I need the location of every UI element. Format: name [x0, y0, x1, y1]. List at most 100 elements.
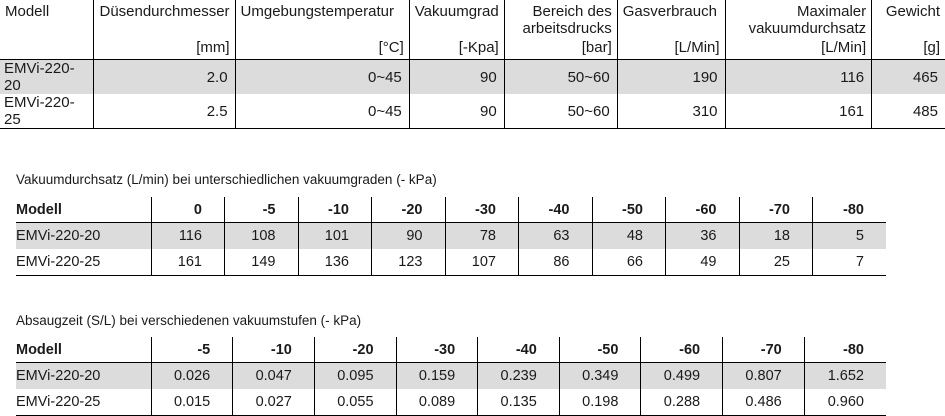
flow-cell: 48 — [591, 222, 666, 249]
spec-cell: 50~60 — [503, 59, 618, 94]
time-header-cell: -10 — [232, 337, 315, 363]
flow-header-cell: -20 — [371, 197, 445, 223]
time-cell: 1.652 — [803, 362, 886, 389]
spec-cell-model: EMVi-220-25 — [0, 94, 94, 129]
flow-cell: 107 — [444, 249, 519, 276]
flow-header-cell: -80 — [812, 197, 886, 223]
time-cell: 0.486 — [722, 389, 805, 416]
flow-cell: 101 — [297, 222, 372, 249]
spec-cell: 2.0 — [93, 59, 236, 94]
time-header-modell: Modell — [16, 337, 152, 363]
spec-cell: 485 — [871, 94, 945, 129]
time-cell: 0.239 — [477, 362, 560, 389]
time-header-cell: -40 — [477, 337, 560, 363]
flow-header-cell: 0 — [150, 197, 225, 223]
spec-table: Modell Düsendurchmesser Umgebungstempera… — [0, 0, 945, 129]
time-cell: 0.198 — [558, 389, 641, 416]
spec-unit-g: [g] — [871, 37, 945, 60]
flow-cell: 5 — [812, 222, 886, 249]
flow-header-cell: -40 — [518, 197, 592, 223]
table-row: EMVi-220-25 2.5 0~45 90 50~60 310 161 48… — [0, 94, 945, 129]
spec-unit-bar: [bar] — [503, 37, 618, 60]
spec-header-vakuumdurchsatz: Maximaler vakuumdurchsatz — [724, 0, 872, 37]
spec-cell: 161 — [724, 94, 872, 129]
time-cell: 0.807 — [722, 362, 805, 389]
time-cell-model: EMVi-220-20 — [16, 362, 152, 389]
table-row: EMVi-220-20 0.026 0.047 0.095 0.159 0.23… — [16, 362, 886, 389]
time-cell: 0.499 — [640, 362, 723, 389]
flow-cell: 116 — [150, 222, 225, 249]
spec-header-gasverbrauch: Gasverbrauch — [616, 0, 726, 37]
time-cell: 0.095 — [313, 362, 397, 389]
flow-header-cell: -60 — [665, 197, 739, 223]
spec-cell: 116 — [724, 59, 872, 94]
flow-header-cell: -50 — [591, 197, 666, 223]
spec-header-arbeitsdruck: Bereich des arbeitsdrucks — [503, 0, 618, 37]
spec-cell: 2.5 — [93, 94, 236, 129]
time-header-cell: -30 — [395, 337, 478, 363]
spec-header-umgebungstemperatur: Umgebungstemperatur — [234, 0, 410, 37]
flow-cell: 49 — [665, 249, 739, 276]
flow-cell: 7 — [812, 249, 886, 276]
spec-header-row: Modell Düsendurchmesser Umgebungstempera… — [0, 0, 945, 37]
flow-header-cell: -5 — [224, 197, 298, 223]
spec-cell-model: EMVi-220-20 — [0, 59, 94, 94]
time-table: Modell -5 -10 -20 -30 -40 -50 -60 -70 -8… — [16, 337, 886, 416]
flow-cell: 149 — [224, 249, 298, 276]
flow-cell: 63 — [518, 222, 592, 249]
time-header-cell: -5 — [150, 337, 233, 363]
flow-header-modell: Modell — [16, 197, 151, 223]
spec-cell: 190 — [616, 59, 726, 94]
time-cell: 0.089 — [395, 389, 478, 416]
spec-cell: 465 — [871, 59, 945, 94]
table-row: EMVi-220-20 2.0 0~45 90 50~60 190 116 46… — [0, 59, 945, 94]
flow-header-cell: -30 — [444, 197, 519, 223]
spec-cell: 90 — [408, 94, 505, 129]
spec-header-modell: Modell — [5, 3, 50, 20]
time-header-cell: -70 — [722, 337, 805, 363]
spec-unit-celsius: [°C] — [234, 37, 410, 60]
time-header-cell: -50 — [558, 337, 641, 363]
time-header-cell: -80 — [803, 337, 886, 363]
spec-cell: 310 — [616, 94, 726, 129]
time-header-cell: -20 — [313, 337, 397, 363]
time-cell: 0.135 — [477, 389, 560, 416]
time-cell: 0.026 — [150, 362, 233, 389]
flow-table-caption: Vakuumdurchsatz (L/min) bei unterschiedl… — [16, 172, 437, 187]
time-cell: 0.055 — [313, 389, 397, 416]
time-cell-model: EMVi-220-25 — [16, 389, 152, 416]
time-header-cell: -60 — [640, 337, 723, 363]
spec-cell: 50~60 — [503, 94, 618, 129]
time-cell: 0.159 — [395, 362, 478, 389]
time-table-caption: Absaugzeit (S/L) bei verschiedenen vakuu… — [16, 313, 362, 328]
spec-unit-kpa: [-Kpa] — [408, 37, 505, 60]
spec-cell: 0~45 — [234, 59, 410, 94]
flow-cell: 25 — [738, 249, 813, 276]
spec-cell: 90 — [408, 59, 505, 94]
time-cell: 0.288 — [640, 389, 723, 416]
table-row: EMVi-220-20 116 108 101 90 78 63 48 36 1… — [16, 222, 886, 249]
table-row: EMVi-220-25 0.015 0.027 0.055 0.089 0.13… — [16, 389, 886, 416]
spec-unit-lmin-max: [L/Min] — [724, 37, 872, 60]
spec-unit-mm: [mm] — [93, 37, 236, 60]
flow-cell: 123 — [371, 249, 445, 276]
time-cell: 0.027 — [232, 389, 315, 416]
spec-unit-modell — [0, 37, 94, 60]
time-cell: 0.349 — [558, 362, 641, 389]
flow-cell: 108 — [224, 222, 298, 249]
flow-table: Modell 0 -5 -10 -20 -30 -40 -50 -60 -70 … — [16, 197, 886, 276]
flow-cell: 86 — [518, 249, 592, 276]
flow-cell: 90 — [371, 222, 445, 249]
flow-cell: 78 — [444, 222, 519, 249]
time-cell: 0.015 — [150, 389, 233, 416]
flow-cell-model: EMVi-220-20 — [16, 222, 151, 249]
spec-header-vakuumgrad: Vakuumgrad — [408, 0, 505, 37]
flow-cell-model: EMVi-220-25 — [16, 249, 151, 276]
spec-header-duesendurchmesser: Düsendurchmesser — [93, 0, 236, 37]
flow-cell: 136 — [297, 249, 372, 276]
spec-cell: 0~45 — [234, 94, 410, 129]
table-row: EMVi-220-25 161 149 136 123 107 86 66 49… — [16, 249, 886, 276]
flow-cell: 161 — [150, 249, 225, 276]
flow-header-cell: -70 — [738, 197, 813, 223]
flow-header-cell: -10 — [297, 197, 372, 223]
